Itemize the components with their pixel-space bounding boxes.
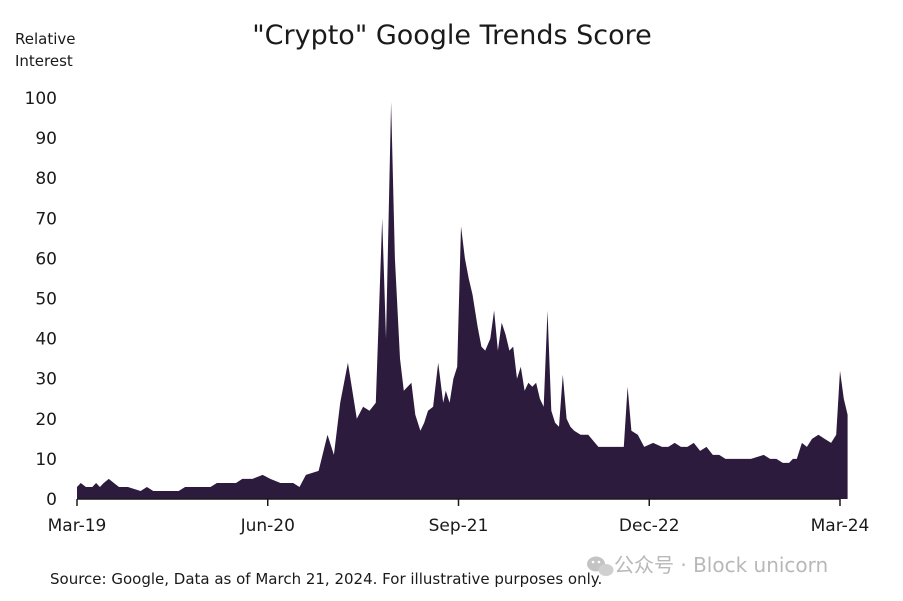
y-tick-label: 60 [35,249,57,269]
y-tick-label: 0 [46,490,57,510]
y-axis-label-line2: Interest [15,52,73,70]
x-tick-label: Dec-22 [619,516,680,536]
y-tick-label: 20 [35,410,57,430]
y-tick-label: 80 [35,169,57,189]
area-series-crypto [77,102,848,499]
y-axis-ticks: 0 10 20 30 40 50 60 70 80 90 100 [25,89,57,510]
x-tick-label: Jun-20 [240,516,295,536]
watermark: 公众号 · Block unicorn [587,553,828,577]
wechat-icon [587,556,614,576]
y-tick-label: 100 [25,89,57,109]
watermark-text: 公众号 · Block unicorn [614,553,828,577]
y-tick-label: 90 [35,129,57,149]
source-note: Source: Google, Data as of March 21, 202… [50,570,602,588]
chart-title: "Crypto" Google Trends Score [252,20,652,51]
x-tick-label: Sep-21 [429,516,489,536]
y-tick-label: 70 [35,209,57,229]
y-axis-label-line1: Relative [15,30,76,48]
y-tick-label: 40 [35,330,57,350]
y-tick-label: 50 [35,290,57,310]
y-tick-label: 30 [35,370,57,390]
x-tick-label: Mar-24 [811,516,870,536]
y-tick-label: 10 [35,450,57,470]
plot-area [77,102,848,499]
x-tick-label: Mar-19 [48,516,107,536]
x-axis-ticks: Mar-19 Jun-20 Sep-21 Dec-22 Mar-24 [48,499,870,536]
